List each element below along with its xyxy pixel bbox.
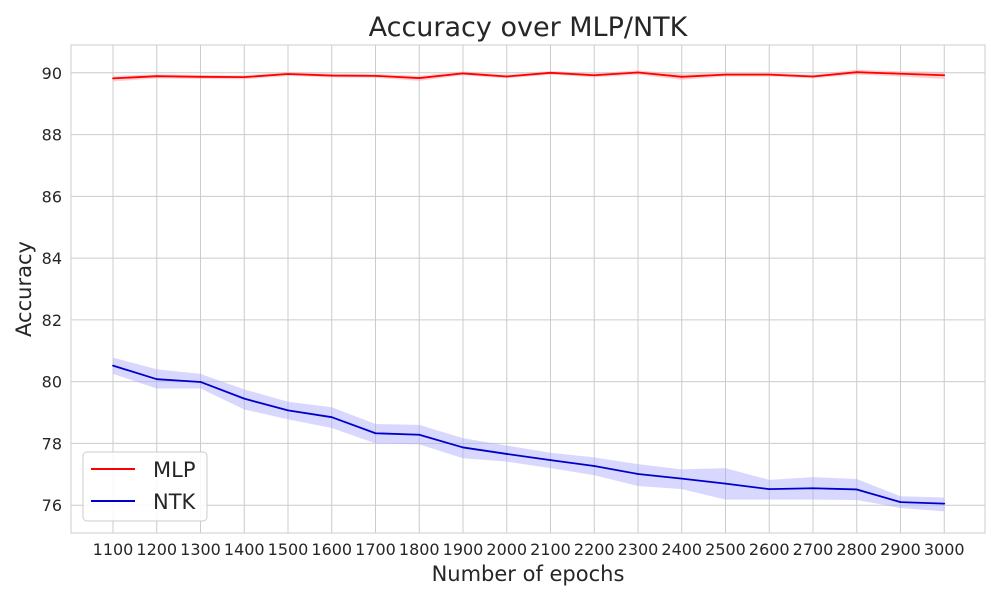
chart-title: Accuracy over MLP/NTK [369, 12, 689, 43]
x-tick-label: 2400 [661, 540, 702, 559]
mlp-point [112, 77, 114, 80]
ntk-line [112, 364, 945, 505]
legend-mlp-label: MLP [153, 458, 195, 482]
mlp-point [637, 71, 639, 74]
x-tick-label: 1100 [93, 540, 134, 559]
ntk-point [462, 446, 464, 449]
y-tick-label: 76 [42, 496, 62, 515]
ntk-point [768, 488, 771, 491]
y-tick-label: 78 [42, 434, 62, 453]
ntk-point [374, 432, 377, 435]
mlp-line [112, 71, 945, 80]
mlp-point [374, 74, 377, 77]
ntk-point [199, 381, 202, 383]
x-tick-label: 1400 [224, 540, 265, 559]
ntk-point [899, 501, 902, 504]
ntk-point [943, 502, 946, 505]
x-tick-label: 1700 [355, 540, 396, 559]
plot-frame [70, 44, 986, 534]
x-tick-label: 1800 [399, 540, 440, 559]
ntk-point [505, 453, 508, 455]
y-tick-label: 88 [42, 126, 62, 145]
mlp-point [943, 74, 946, 77]
grid-lines [71, 45, 985, 533]
ntk-point [855, 488, 858, 491]
x-tick-label: 2700 [793, 540, 834, 559]
mlp-point [680, 75, 683, 78]
series-lines [112, 71, 946, 505]
ntk-point [112, 364, 114, 367]
ntk-point [418, 433, 421, 436]
ntk-point [287, 409, 289, 412]
x-tick-label: 1300 [180, 540, 221, 559]
x-tick-label: 1500 [268, 540, 309, 559]
mlp-point [812, 75, 814, 78]
mlp-point [155, 75, 158, 78]
plot-background [71, 45, 985, 533]
x-tick-label: 2900 [880, 540, 921, 559]
x-tick-label: 2300 [618, 540, 659, 559]
y-tick-label: 82 [42, 311, 62, 330]
confidence-bands [113, 69, 945, 512]
ntk-confidence-band [113, 357, 945, 512]
x-tick-label: 2000 [486, 540, 527, 559]
mlp-point [724, 73, 727, 76]
mlp-point [243, 76, 246, 79]
mlp-point [549, 71, 552, 74]
x-tick-label: 2100 [530, 540, 571, 559]
ntk-point [637, 473, 639, 475]
x-tick-label: 2200 [574, 540, 615, 559]
y-tick-label: 84 [42, 249, 62, 268]
x-tick-labels: 1100 1200 1300 1400 1500 1600 1700 1800 1900 2000… [93, 540, 965, 559]
mlp-point [462, 72, 464, 75]
x-tick-label: 3000 [924, 540, 965, 559]
x-tick-label: 1900 [443, 540, 484, 559]
ntk-point [724, 482, 727, 485]
mlp-point [768, 73, 771, 76]
legend-ntk-label: NTK [153, 490, 197, 514]
mlp-point [899, 72, 902, 75]
x-tick-label: 2600 [749, 540, 790, 559]
y-tick-label: 80 [42, 373, 62, 392]
x-axis-label: Number of epochs [432, 562, 625, 586]
mlp-point [593, 74, 596, 77]
mlp-point [199, 75, 202, 78]
x-tick-label: 2500 [705, 540, 746, 559]
ntk-point [680, 477, 683, 480]
y-tick-label: 90 [42, 64, 62, 83]
mlp-point [330, 74, 333, 77]
legend: MLP NTK [82, 451, 208, 522]
ntk-point [155, 378, 158, 381]
ntk-point [243, 397, 246, 400]
ntk-point [812, 487, 814, 490]
y-axis-label: Accuracy [12, 241, 36, 337]
x-tick-label: 1600 [311, 540, 352, 559]
mlp-point [855, 71, 858, 74]
y-tick-label: 86 [42, 187, 62, 206]
ntk-point [549, 459, 552, 462]
ntk-point [593, 465, 596, 467]
mlp-point [505, 75, 508, 78]
mlp-point [418, 77, 421, 79]
y-tick-labels: 76 78 80 82 84 86 88 90 [42, 64, 62, 515]
x-tick-label: 1200 [136, 540, 177, 559]
x-tick-label: 2800 [836, 540, 877, 559]
mlp-point [287, 73, 289, 75]
mlp-confidence-band [113, 69, 945, 82]
ntk-point [330, 416, 333, 419]
